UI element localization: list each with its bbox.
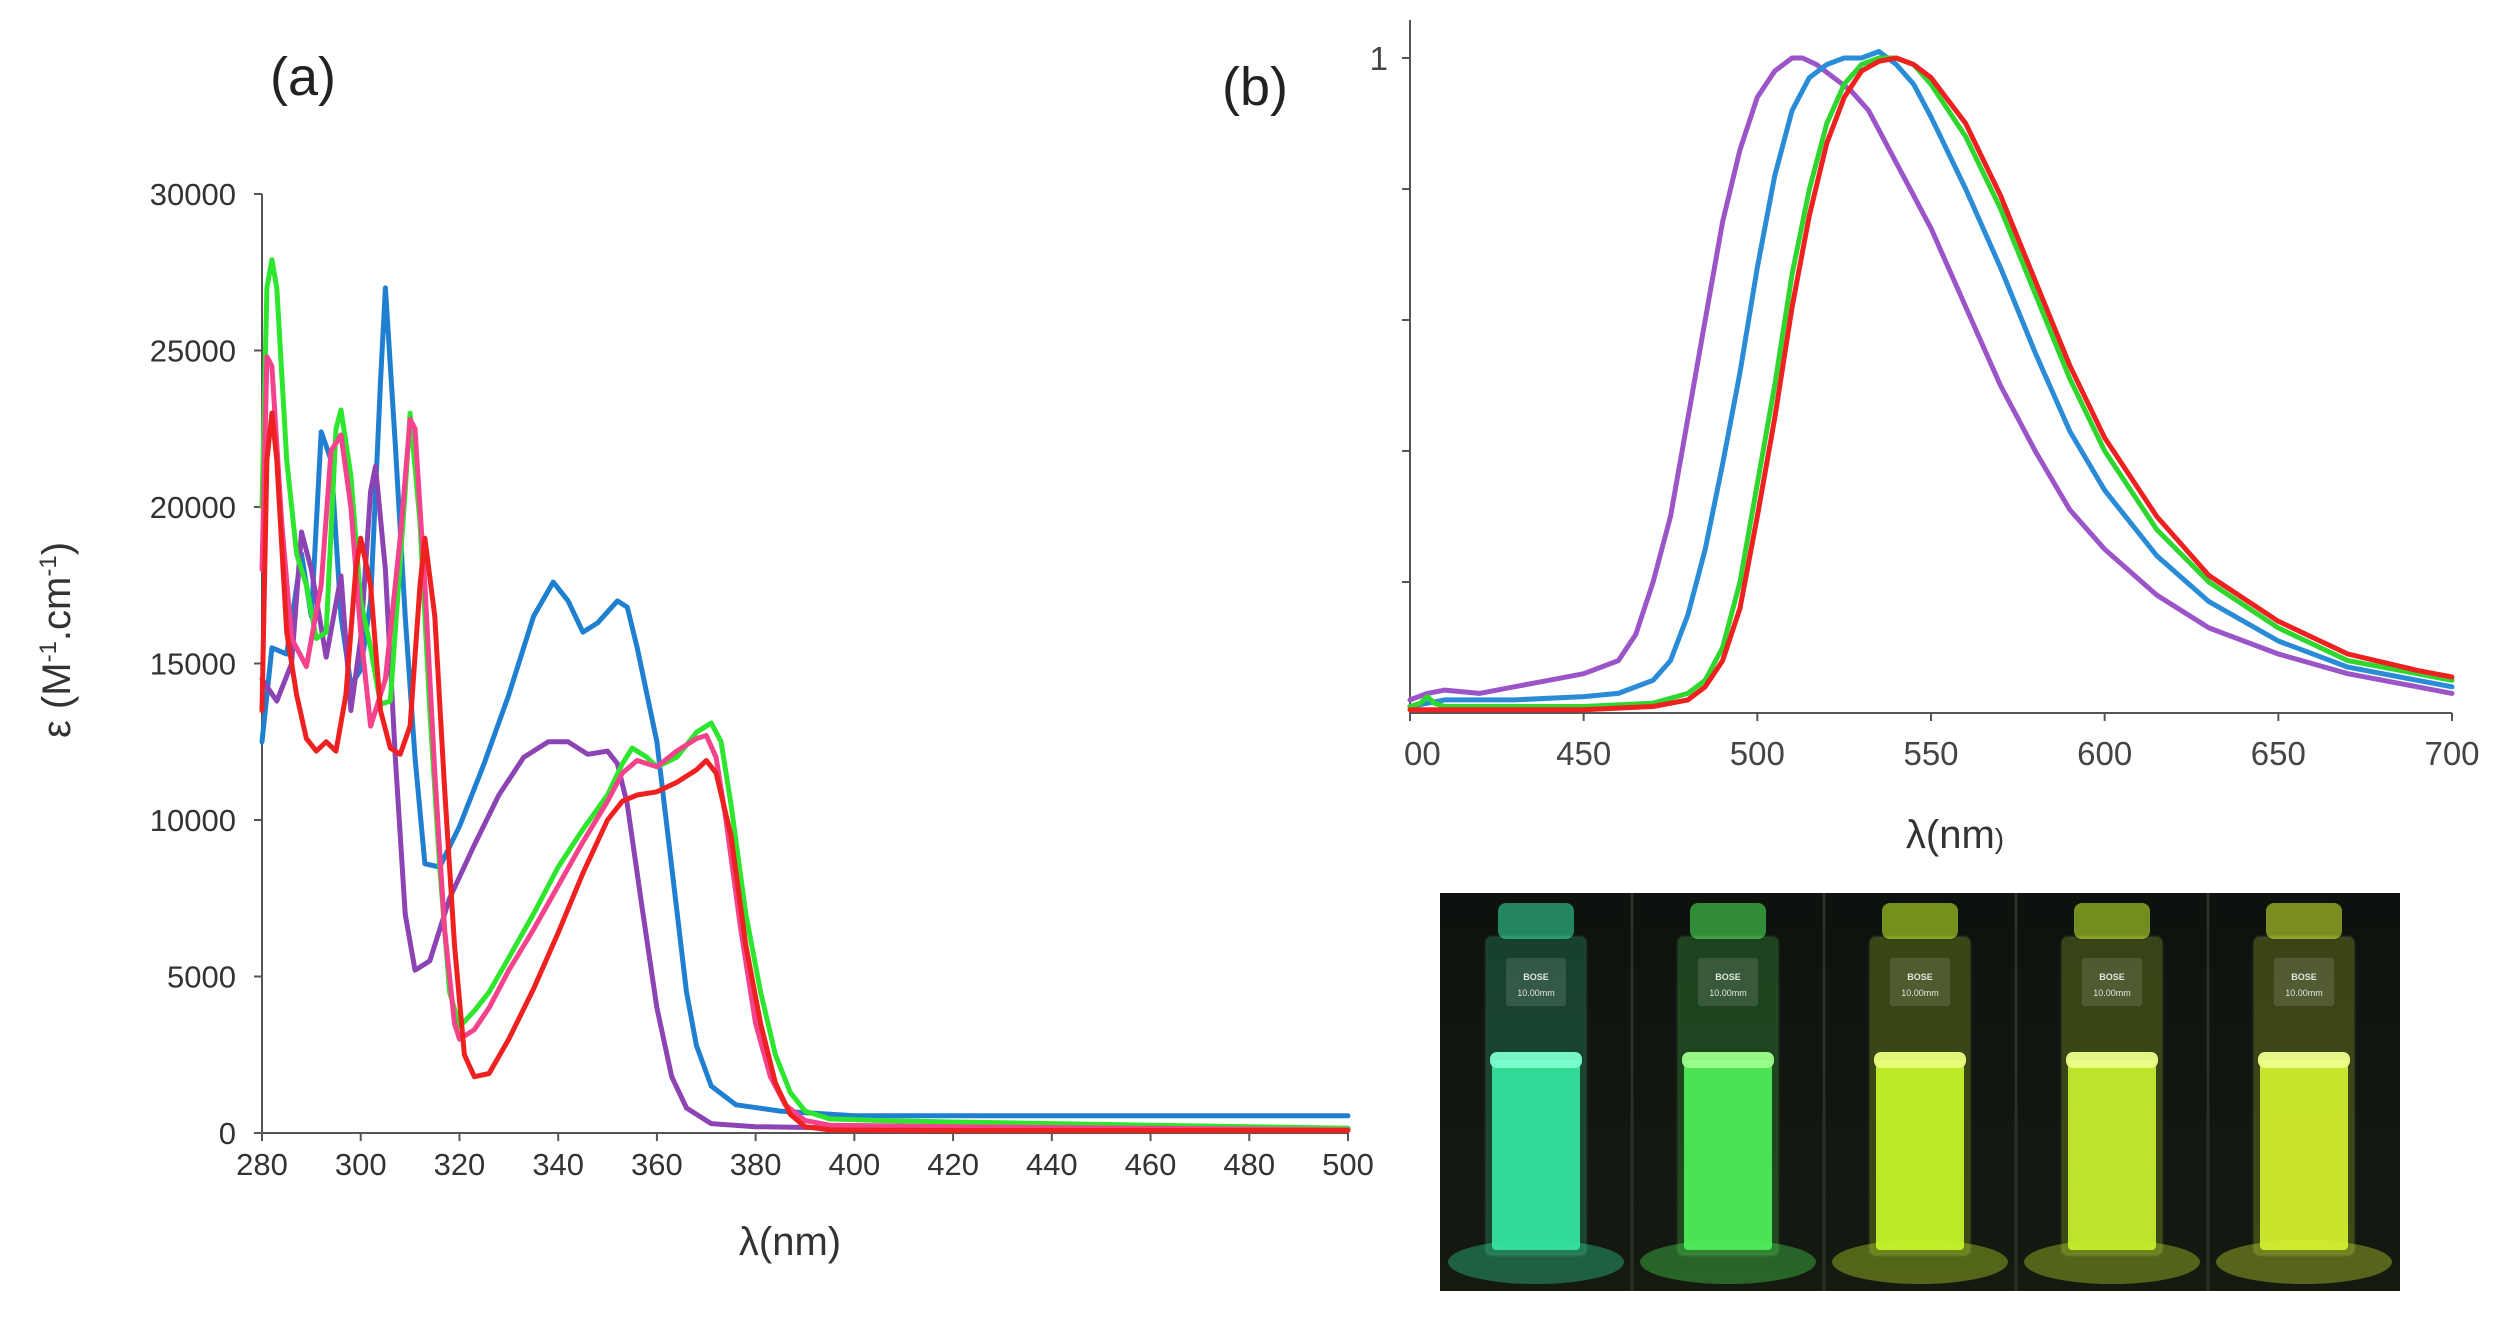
- a-y-tick-label: 15000: [150, 647, 236, 682]
- cuvette-meniscus: [1682, 1052, 1774, 1068]
- panel-b-y-tick-labels: 1: [1370, 40, 1388, 77]
- panel-a-y-tick-labels: 0 5000 10000 15000 20000 25000 30000: [150, 177, 236, 1151]
- cuvette-4: BOSE 10.00mm: [2014, 893, 2200, 1291]
- b-x-tick-label: 650: [2251, 735, 2306, 772]
- panel-b-x-axis-title: λ(nm): [1906, 813, 2004, 857]
- a-series-pink: [259, 354, 1351, 1133]
- cuvette-floor-glow: [1832, 1240, 2008, 1284]
- cuvette-size: 10.00mm: [1709, 988, 1747, 998]
- cuvette-label-patch: [1698, 958, 1758, 1006]
- a-x-tick-label: 440: [1026, 1147, 1078, 1182]
- panel-a-x-tick-labels: 280 300 320 340 360 380 400 420 440 460 480 500: [236, 1147, 1374, 1182]
- panel-a-series: [259, 257, 1351, 1133]
- a-series-green: [259, 257, 1351, 1131]
- cuvette-size: 10.00mm: [2093, 988, 2131, 998]
- panel-a-x-axis-title: λ(nm): [739, 1220, 841, 1264]
- b-x-tick-label: 00: [1404, 735, 1441, 772]
- cuvette-meniscus: [2258, 1052, 2350, 1068]
- a-y-tick-label: 0: [219, 1116, 236, 1151]
- panel-b-emission-chart: (b) 1 00 450 500 550 600 650 700 λ(nm): [1222, 20, 2480, 857]
- cuvette-liquid: [1876, 1060, 1964, 1250]
- a-x-tick-label: 320: [434, 1147, 486, 1182]
- b-y-tick-label: 1: [1370, 40, 1388, 77]
- a-x-tick-label: 300: [335, 1147, 387, 1182]
- cuvette-liquid: [2260, 1060, 2348, 1250]
- a-x-tick-label: 460: [1125, 1147, 1177, 1182]
- cuvette-brand: BOSE: [2099, 972, 2125, 982]
- a-y-tick-label: 10000: [150, 803, 236, 838]
- a-series-blue: [259, 285, 1351, 1119]
- panel-b-axes: [1402, 20, 2453, 721]
- cuvette-size: 10.00mm: [1901, 988, 1939, 998]
- a-x-tick-label: 420: [927, 1147, 979, 1182]
- cuvette-liquid: [2068, 1060, 2156, 1250]
- b-x-tick-label: 450: [1556, 735, 1611, 772]
- cuvette-photo: BOSE 10.00mm BOSE 10.00mm BOSE 10.00mm BOSE 10.…: [1440, 893, 2400, 1291]
- b-x-tick-label: 500: [1730, 735, 1785, 772]
- b-series-green: [1407, 55, 2455, 709]
- a-y-tick-label: 20000: [150, 490, 236, 525]
- b-series-blue: [1407, 49, 2455, 709]
- cuvette-cap: [1882, 903, 1958, 939]
- cuvette-liquid: [1684, 1060, 1772, 1250]
- cuvette-size: 10.00mm: [1517, 988, 1555, 998]
- cuvette-label-patch: [2082, 958, 2142, 1006]
- cuvette-label-patch: [2274, 958, 2334, 1006]
- cuvette-meniscus: [2066, 1052, 2158, 1068]
- b-x-tick-label: 550: [1903, 735, 1958, 772]
- cuvette-liquid: [1492, 1060, 1580, 1250]
- a-x-tick-label: 480: [1223, 1147, 1275, 1182]
- cuvette-size: 10.00mm: [2285, 988, 2323, 998]
- cuvette-cap: [2266, 903, 2342, 939]
- cuvette-cap: [1690, 903, 1766, 939]
- cuvette-floor-glow: [2216, 1240, 2392, 1284]
- b-x-tick-label: 600: [2077, 735, 2132, 772]
- cuvette-meniscus: [1490, 1052, 1582, 1068]
- a-series-red: [259, 410, 1351, 1133]
- panel-b-label: (b): [1222, 57, 1288, 117]
- cuvette-brand: BOSE: [1523, 972, 1549, 982]
- panel-a-y-axis-title: ε (M-1.cm-1): [35, 542, 79, 738]
- cuvette-label-patch: [1506, 958, 1566, 1006]
- cuvette-5: BOSE 10.00mm: [2206, 893, 2392, 1291]
- cuvette-meniscus: [1874, 1052, 1966, 1068]
- a-x-tick-label: 380: [730, 1147, 782, 1182]
- cuvette-brand: BOSE: [1715, 972, 1741, 982]
- cuvette-floor-glow: [1448, 1240, 1624, 1284]
- cuvette-2: BOSE 10.00mm: [1630, 893, 1816, 1291]
- panel-a-axes: [254, 193, 1349, 1141]
- a-y-tick-label: 5000: [167, 960, 236, 995]
- b-x-tick-label: 700: [2424, 735, 2479, 772]
- cuvette-row: BOSE 10.00mm BOSE 10.00mm BOSE 10.00mm BOSE 10.…: [1448, 893, 2392, 1291]
- panel-b-x-tick-labels: 00 450 500 550 600 650 700: [1404, 735, 2480, 772]
- panel-a-label: (a): [270, 47, 336, 107]
- cuvette-cap: [1498, 903, 1574, 939]
- a-x-tick-label: 500: [1322, 1147, 1374, 1182]
- b-series-red: [1407, 55, 2455, 713]
- b-series-purple: [1407, 55, 2455, 703]
- a-x-tick-label: 340: [532, 1147, 584, 1182]
- cuvette-3: BOSE 10.00mm: [1822, 893, 2008, 1291]
- a-x-tick-label: 400: [828, 1147, 880, 1182]
- cuvette-1: BOSE 10.00mm: [1448, 903, 1624, 1284]
- panel-a-absorption-chart: (a) 0 5000 10000 15000 20000 25000 30000 280 30…: [35, 47, 1374, 1264]
- panel-b-series: [1407, 49, 2455, 713]
- cuvette-label-patch: [1890, 958, 1950, 1006]
- a-x-tick-label: 360: [631, 1147, 683, 1182]
- cuvette-brand: BOSE: [2291, 972, 2317, 982]
- a-x-tick-label: 280: [236, 1147, 288, 1182]
- a-y-tick-label: 25000: [150, 334, 236, 369]
- a-y-tick-label: 30000: [150, 177, 236, 212]
- a-series-purple: [259, 463, 1351, 1133]
- cuvette-cap: [2074, 903, 2150, 939]
- cuvette-brand: BOSE: [1907, 972, 1933, 982]
- cuvette-floor-glow: [1640, 1240, 1816, 1284]
- cuvette-floor-glow: [2024, 1240, 2200, 1284]
